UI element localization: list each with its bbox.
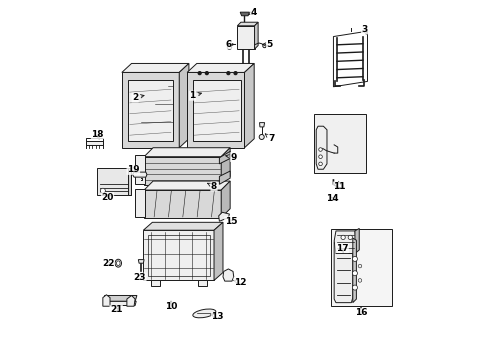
Circle shape <box>357 279 361 282</box>
Polygon shape <box>259 123 264 127</box>
Text: 5: 5 <box>262 40 272 49</box>
Text: 8: 8 <box>207 182 217 191</box>
Polygon shape <box>333 238 352 303</box>
Text: 4: 4 <box>248 8 256 17</box>
Polygon shape <box>144 148 230 157</box>
Polygon shape <box>135 155 144 184</box>
Text: 10: 10 <box>164 301 177 311</box>
Polygon shape <box>223 269 233 281</box>
Polygon shape <box>244 63 254 148</box>
Text: 12: 12 <box>233 278 246 287</box>
Circle shape <box>198 72 201 75</box>
Text: 15: 15 <box>224 217 237 226</box>
Polygon shape <box>221 181 230 218</box>
Text: 16: 16 <box>354 307 366 317</box>
Text: 1: 1 <box>189 91 201 100</box>
Circle shape <box>226 72 229 75</box>
Text: 3: 3 <box>361 25 367 35</box>
Polygon shape <box>132 172 147 177</box>
Text: 6: 6 <box>225 40 234 49</box>
Circle shape <box>234 72 237 75</box>
Circle shape <box>347 235 352 239</box>
Polygon shape <box>354 228 359 253</box>
Bar <box>97 168 131 195</box>
Circle shape <box>357 264 361 268</box>
Polygon shape <box>179 63 188 148</box>
Text: 11: 11 <box>333 181 345 191</box>
Polygon shape <box>316 126 326 169</box>
Polygon shape <box>219 171 230 184</box>
Polygon shape <box>144 157 221 185</box>
Bar <box>314 114 366 173</box>
Text: 14: 14 <box>325 194 338 203</box>
Polygon shape <box>128 168 131 195</box>
Polygon shape <box>138 260 144 263</box>
Text: 7: 7 <box>264 134 274 143</box>
Circle shape <box>318 148 322 151</box>
Text: 2: 2 <box>132 93 144 102</box>
Text: 17: 17 <box>335 244 347 253</box>
Circle shape <box>259 134 264 139</box>
Circle shape <box>352 285 357 290</box>
Polygon shape <box>237 26 254 49</box>
Polygon shape <box>104 301 136 306</box>
Circle shape <box>340 235 345 239</box>
Polygon shape <box>86 140 102 145</box>
Circle shape <box>352 256 357 261</box>
Circle shape <box>318 155 322 158</box>
Polygon shape <box>122 63 188 72</box>
Circle shape <box>100 188 105 193</box>
Polygon shape <box>151 280 160 286</box>
Ellipse shape <box>192 309 215 318</box>
Circle shape <box>262 44 266 48</box>
Polygon shape <box>135 189 144 217</box>
Polygon shape <box>187 63 254 72</box>
Circle shape <box>227 45 231 49</box>
Polygon shape <box>198 280 206 286</box>
Polygon shape <box>143 230 214 280</box>
Polygon shape <box>187 72 244 148</box>
Text: 22: 22 <box>102 259 114 268</box>
Text: 18: 18 <box>91 130 103 139</box>
Polygon shape <box>104 296 137 301</box>
Polygon shape <box>128 80 172 140</box>
Polygon shape <box>352 238 356 303</box>
Polygon shape <box>333 31 367 87</box>
Text: 9: 9 <box>225 153 237 162</box>
Polygon shape <box>254 22 258 49</box>
Polygon shape <box>218 212 229 221</box>
Circle shape <box>205 72 208 75</box>
Ellipse shape <box>116 261 120 266</box>
Polygon shape <box>237 22 258 26</box>
Ellipse shape <box>115 259 121 267</box>
Text: 21: 21 <box>110 305 122 314</box>
Polygon shape <box>221 148 230 185</box>
Polygon shape <box>333 231 356 253</box>
Text: 20: 20 <box>101 193 114 202</box>
Polygon shape <box>143 222 223 230</box>
Bar <box>330 229 391 306</box>
Polygon shape <box>192 80 241 140</box>
Polygon shape <box>219 151 230 164</box>
Polygon shape <box>240 12 249 16</box>
Polygon shape <box>102 295 110 306</box>
Circle shape <box>352 271 357 276</box>
Text: 13: 13 <box>210 312 224 321</box>
Text: 19: 19 <box>127 166 140 175</box>
Polygon shape <box>144 190 221 218</box>
Polygon shape <box>144 181 230 190</box>
Polygon shape <box>122 72 179 148</box>
Text: 23: 23 <box>133 273 146 282</box>
Circle shape <box>318 162 322 166</box>
Polygon shape <box>214 222 223 280</box>
Polygon shape <box>126 296 135 306</box>
